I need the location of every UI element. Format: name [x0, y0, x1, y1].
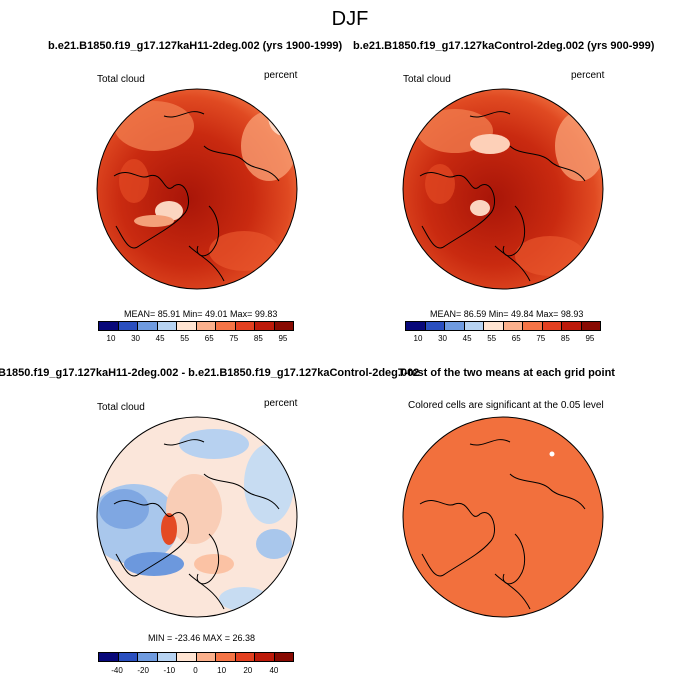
colorbar-swatch [118, 653, 138, 661]
colorbar-swatch [274, 653, 293, 661]
colorbar-tick-label: 85 [560, 334, 570, 343]
colorbar-tick-label: 20 [243, 666, 253, 675]
panel-2-colorbar-ticks: 10 30 45 55 65 75 85 95 [409, 334, 599, 343]
colorbar-swatch [235, 322, 255, 330]
colorbar-tick-label: 55 [487, 334, 497, 343]
colorbar-swatch [196, 653, 216, 661]
colorbar-tick-label: 40 [269, 666, 279, 675]
panel-1-title: b.e21.B1850.f19_g17.127kaH11-2deg.002 (y… [48, 40, 343, 52]
colorbar-tick-label: 55 [180, 334, 190, 343]
colorbar-swatch [138, 322, 158, 330]
colorbar-tick-label: 45 [462, 334, 472, 343]
panel-3-map [96, 416, 298, 618]
colorbar-swatch [445, 322, 465, 330]
colorbar-swatch [523, 322, 543, 330]
panel-3-title: B1850.f19_g17.127kaH11-2deg.002 - b.e21.… [0, 367, 420, 379]
colorbar-tick-label: -10 [163, 666, 176, 675]
colorbar-tick-label: 30 [131, 334, 141, 343]
colorbar-swatch [425, 322, 445, 330]
colorbar-swatch [216, 322, 236, 330]
colorbar-swatch [562, 322, 582, 330]
colorbar-tick-label: 45 [155, 334, 165, 343]
colorbar-swatch [406, 322, 426, 330]
colorbar-swatch [581, 322, 600, 330]
colorbar-tick-label: 95 [585, 334, 595, 343]
colorbar-swatch [216, 653, 236, 661]
colorbar-tick-label: -40 [111, 666, 123, 675]
panel-1-map [96, 88, 298, 290]
colorbar-tick-label: 65 [511, 334, 521, 343]
colorbar-tick-label: 10 [413, 334, 423, 343]
colorbar-swatch [235, 653, 255, 661]
colorbar-tick-label: 75 [536, 334, 546, 343]
colorbar-swatch [503, 322, 523, 330]
colorbar-swatch [99, 653, 119, 661]
colorbar-tick-label: 65 [204, 334, 214, 343]
colorbar-swatch [542, 322, 562, 330]
colorbar-tick-label: -20 [137, 666, 149, 675]
colorbar-tick-label: 85 [253, 334, 263, 343]
panel-3-colorbar-ticks: -40 -20 -10 0 10 20 40 [108, 666, 283, 675]
panel-4-map [402, 416, 604, 618]
panel-2-map [402, 88, 604, 290]
colorbar-swatch [138, 653, 158, 661]
colorbar-tick-label: 75 [229, 334, 239, 343]
colorbar-tick-label: 10 [106, 334, 116, 343]
panel-4-title: T-test of the two means at each grid poi… [398, 367, 615, 379]
figure-title: DJF [331, 8, 369, 30]
colorbar-swatch [157, 322, 177, 330]
colorbar-swatch [177, 322, 197, 330]
panel-2-title: b.e21.B1850.f19_g17.127kaControl-2deg.00… [353, 40, 655, 52]
colorbar-swatch [196, 322, 216, 330]
colorbar-swatch [255, 653, 275, 661]
panel-3-variable: Total cloud [97, 402, 145, 413]
colorbar-swatch [464, 322, 484, 330]
panel-1-units: percent [264, 70, 298, 81]
colorbar-tick-label: 0 [193, 666, 198, 675]
panel-3-colorbar [98, 652, 294, 662]
panel-2-colorbar [405, 321, 601, 331]
colorbar-tick-label: 10 [217, 666, 227, 675]
colorbar-swatch [274, 322, 293, 330]
colorbar-swatch [118, 322, 138, 330]
colorbar-swatch [157, 653, 177, 661]
panel-3-stats: MIN = -23.46 MAX = 26.38 [148, 633, 256, 643]
colorbar-swatch [255, 322, 275, 330]
panel-1-stats: MEAN= 85.91 Min= 49.01 Max= 99.83 [124, 309, 278, 319]
colorbar-tick-label: 30 [438, 334, 448, 343]
panel-3-units: percent [264, 398, 298, 409]
panel-1-variable: Total cloud [97, 74, 145, 85]
panel-2-stats: MEAN= 86.59 Min= 49.84 Max= 98.93 [430, 309, 584, 319]
panel-2-units: percent [571, 70, 605, 81]
colorbar-swatch [484, 322, 504, 330]
colorbar-tick-label: 95 [278, 334, 288, 343]
panel-4-subtitle: Colored cells are significant at the 0.0… [408, 400, 604, 411]
panel-1-colorbar [98, 321, 294, 331]
panel-2-variable: Total cloud [403, 74, 451, 85]
colorbar-swatch [177, 653, 197, 661]
colorbar-swatch [99, 322, 119, 330]
panel-1-colorbar-ticks: 10 30 45 55 65 75 85 95 [102, 334, 292, 343]
